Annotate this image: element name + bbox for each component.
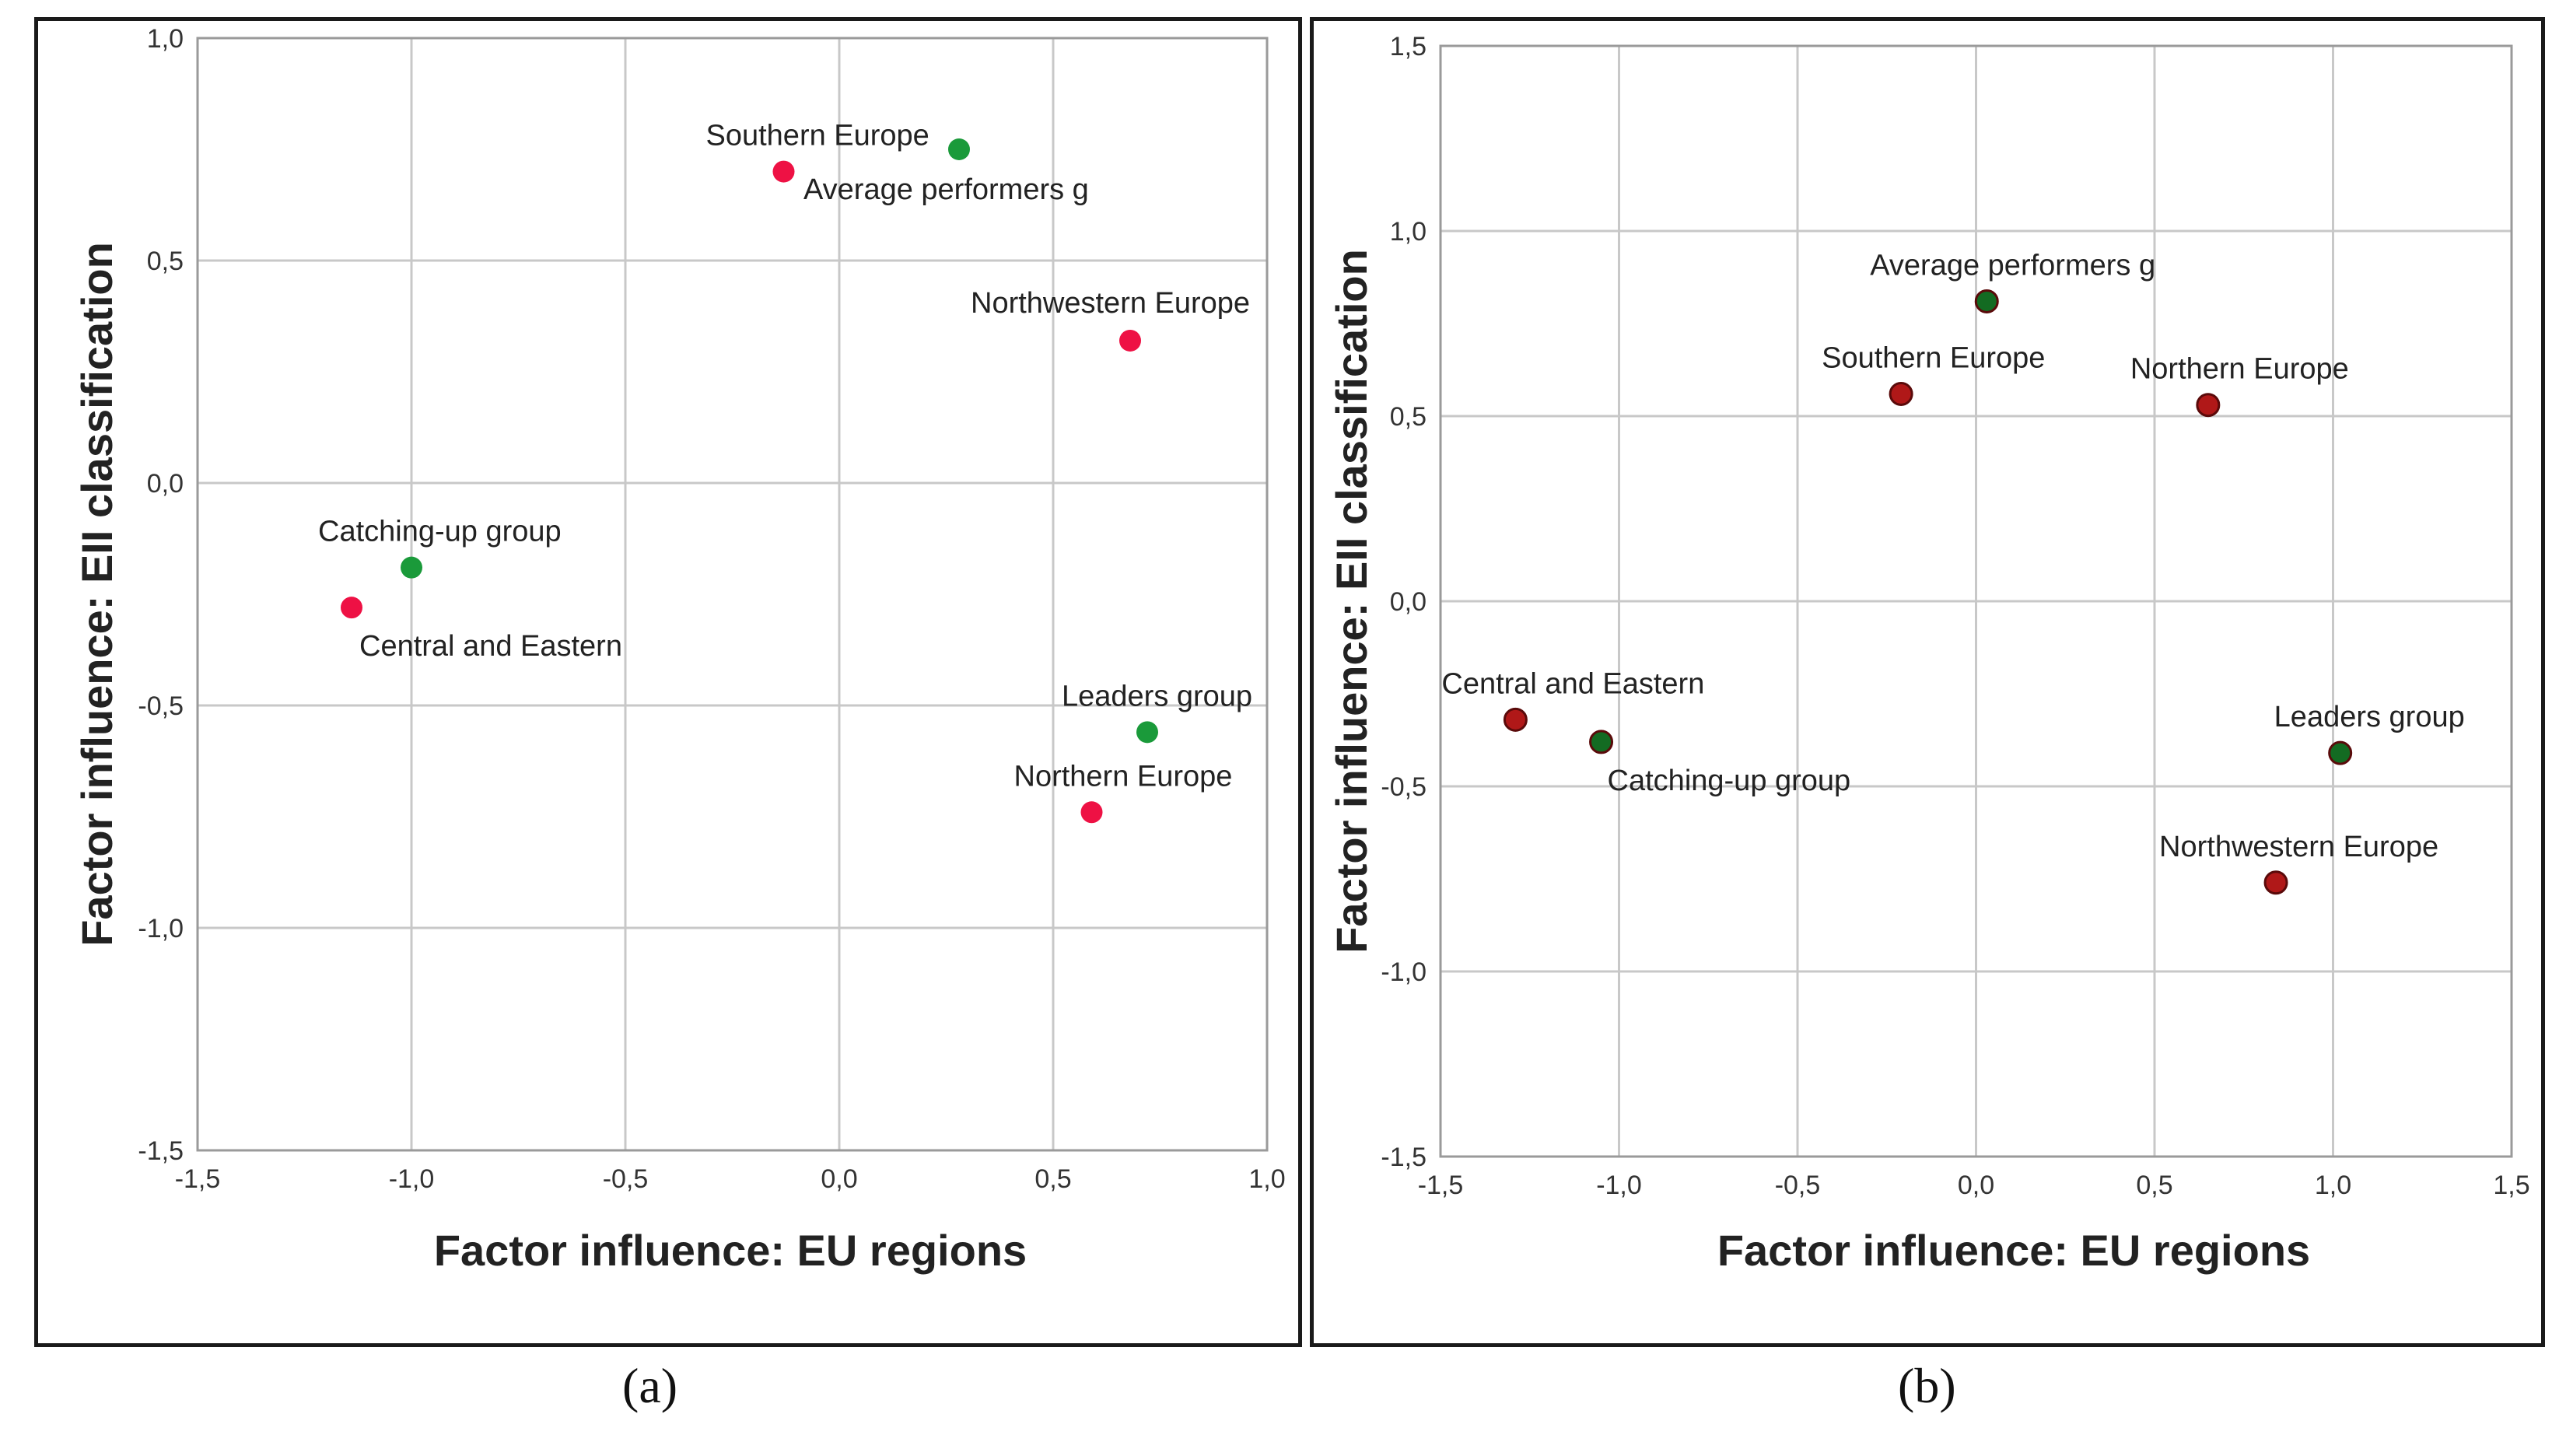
plot-area-border [196, 37, 1269, 1152]
data-point-label: Northwestern Europe [971, 287, 1250, 320]
data-point [1136, 721, 1158, 744]
data-point-label: Average performers g [1870, 249, 2155, 282]
y-tick-label: 1,0 [147, 24, 184, 54]
data-point-label: Southern Europe [1822, 341, 2045, 374]
caption-b: (b) [1898, 1358, 1956, 1413]
x-tick-label: 0,5 [2136, 1171, 2172, 1200]
data-point [1503, 707, 1528, 732]
x-tick-label: 0,5 [1034, 1164, 1071, 1194]
data-point-label: Central and Eastern [359, 630, 622, 663]
x-tick-label: -0,5 [603, 1164, 649, 1194]
data-point [1080, 801, 1103, 824]
plot-area-border [1439, 44, 2513, 1158]
data-point-label: Leaders group [2274, 701, 2465, 733]
data-point [2196, 393, 2221, 418]
y-axis-title: Factor influence: EII classification [72, 242, 121, 947]
y-tick-label: -1,5 [1381, 1143, 1427, 1172]
data-point-label: Catching-up group [318, 516, 562, 548]
data-point [1889, 381, 1913, 406]
data-point-label: Northwestern Europe [2159, 831, 2438, 863]
scatter-chart-b: -1,5 -1,0 -0,5 0,0 0,5 1,0 1,5 -1,5 -1,0 -0,5 0,0 0… [1327, 32, 2530, 1275]
x-tick-label: 1,0 [1248, 1164, 1285, 1194]
x-tick-label: 1,5 [2493, 1171, 2529, 1200]
y-tick-label: -1,5 [138, 1136, 184, 1166]
y-tick-label: -0,5 [1381, 772, 1427, 802]
panel-a: -1,5 -1,0 -0,5 0,0 0,5 1,0 -1,5 -1,0 -0,5 0,0 0,5 1… [34, 17, 1302, 1347]
x-tick-label: 0,0 [1958, 1171, 1994, 1200]
data-point [772, 160, 795, 183]
y-tick-label: 0,0 [1390, 587, 1427, 617]
data-point-label: Leaders group [1062, 680, 1252, 712]
data-point [1589, 730, 1614, 754]
x-tick-label: 1,0 [2315, 1171, 2351, 1200]
panel-b: -1,5 -1,0 -0,5 0,0 0,5 1,0 1,5 -1,5 -1,0 -0,5 0,0 0… [1310, 17, 2545, 1347]
y-tick-label: -1,0 [1381, 957, 1427, 987]
data-point-label: Northern Europe [2130, 353, 2349, 386]
y-tick-label: -1,0 [138, 914, 184, 943]
data-point [2328, 740, 2353, 765]
data-point [1119, 329, 1141, 352]
data-point-label: Southern Europe [706, 120, 929, 152]
y-tick-label: -0,5 [138, 691, 184, 721]
scatter-chart-a: -1,5 -1,0 -0,5 0,0 0,5 1,0 -1,5 -1,0 -0,5 0,0 0,5 1… [72, 24, 1286, 1275]
y-tick-label: 1,5 [1390, 32, 1427, 61]
data-point [401, 556, 422, 579]
x-axis-title: Factor influence: EU regions [434, 1226, 1027, 1275]
x-tick-label: -0,5 [1775, 1171, 1821, 1200]
data-point [2263, 870, 2288, 895]
y-axis-title: Factor influence: EII classification [1327, 249, 1376, 954]
data-point [1974, 289, 1999, 313]
x-tick-label: -1,5 [1418, 1171, 1464, 1200]
y-tick-label: 1,0 [1390, 217, 1427, 247]
x-tick-label: -1,0 [389, 1164, 435, 1194]
data-point-label: Central and Eastern [1441, 667, 1704, 700]
data-point [948, 138, 970, 160]
caption-a: (a) [622, 1358, 678, 1413]
x-tick-label: -1,0 [1596, 1171, 1642, 1200]
y-tick-label: 0,5 [147, 247, 184, 276]
x-tick-label: 0,0 [821, 1164, 857, 1194]
data-point [341, 597, 362, 619]
x-tick-label: -1,5 [175, 1164, 221, 1194]
data-point-label: Average performers g [803, 173, 1089, 206]
data-point-label: Northern Europe [1014, 760, 1233, 793]
y-tick-label: 0,5 [1390, 402, 1427, 432]
y-tick-label: 0,0 [147, 469, 184, 499]
x-axis-title: Factor influence: EU regions [1717, 1226, 2310, 1275]
data-point-label: Catching-up group [1608, 765, 1851, 797]
